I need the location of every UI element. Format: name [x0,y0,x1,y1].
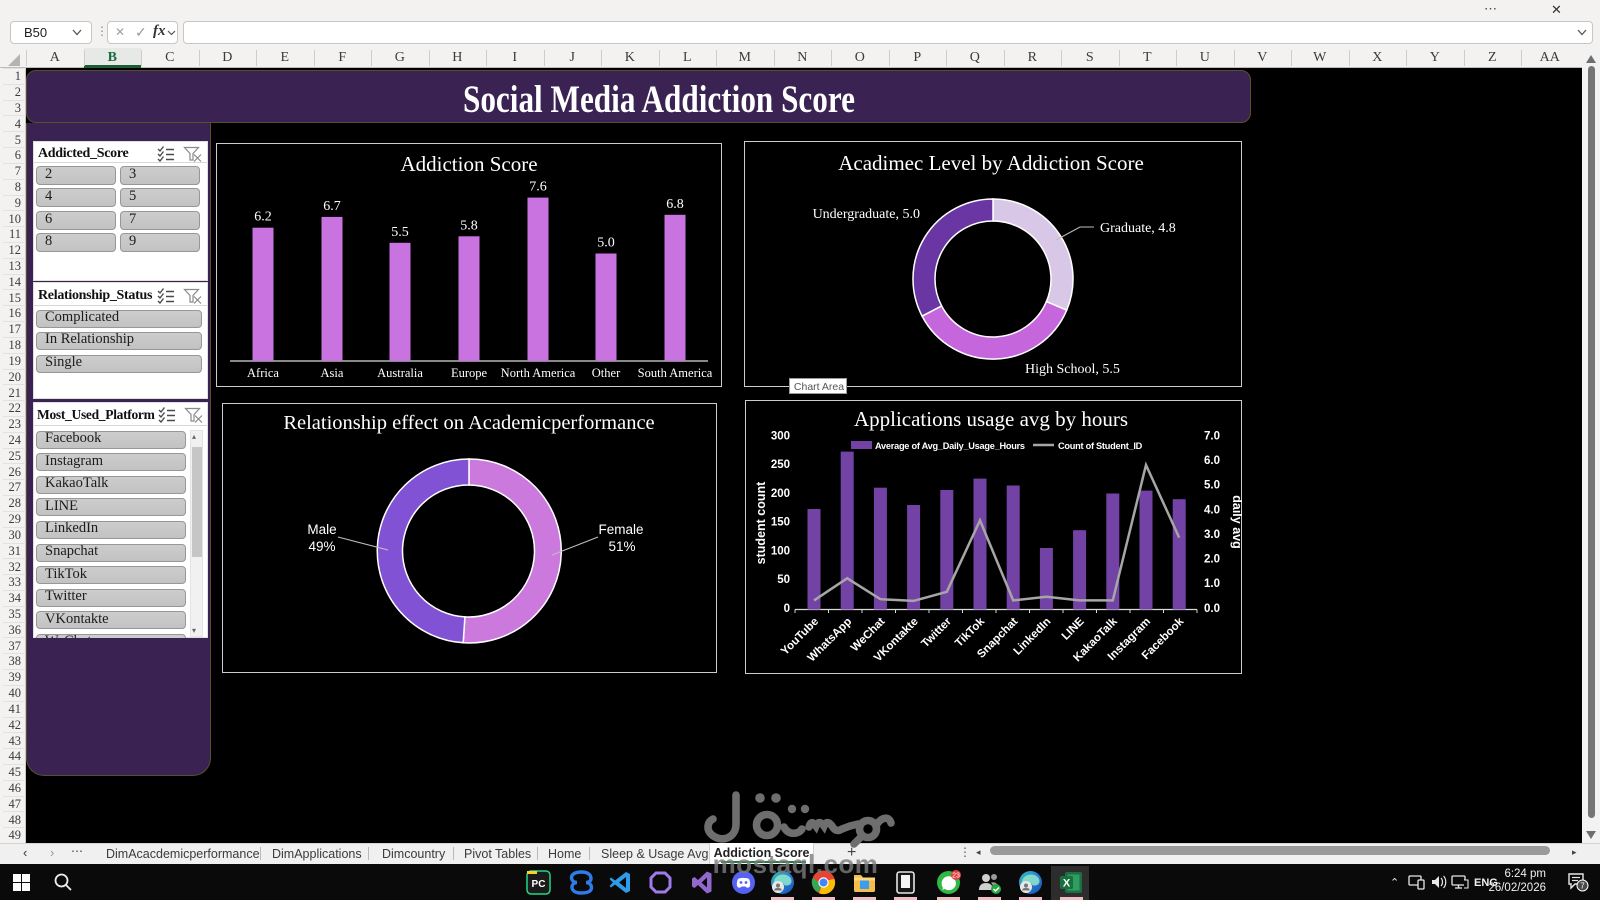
svg-text:Acadimec Level by Addiction Sc: Acadimec Level by Addiction Score [838,151,1144,175]
svg-text:Applications usage avg by hour: Applications usage avg by hours [854,407,1128,431]
svg-text:2.0: 2.0 [1204,554,1220,566]
svg-text:7.0: 7.0 [1204,431,1220,443]
svg-text:South America: South America [638,366,713,380]
svg-text:North America: North America [501,366,576,380]
svg-text:Australia: Australia [377,366,423,380]
svg-text:200: 200 [771,488,790,500]
svg-text:100: 100 [771,545,790,557]
svg-text:Male: Male [307,522,336,537]
svg-text:250: 250 [771,459,790,471]
svg-text:23: 23 [952,873,960,880]
svg-text:Africa: Africa [247,366,279,380]
svg-text:student count: student count [754,481,768,564]
svg-text:50: 50 [777,574,790,586]
svg-text:Average of Avg_Daily_Usage_Hou: Average of Avg_Daily_Usage_Hours [875,441,1025,451]
svg-text:Undergraduate, 5.0: Undergraduate, 5.0 [813,207,920,222]
svg-text:150: 150 [771,517,790,529]
svg-text:Graduate, 4.8: Graduate, 4.8 [1100,221,1176,236]
svg-text:7.6: 7.6 [529,180,547,195]
svg-text:High School, 5.5: High School, 5.5 [1025,362,1120,377]
svg-text:6.2: 6.2 [254,210,272,225]
svg-text:5.0: 5.0 [597,236,615,251]
svg-text:Europe: Europe [451,366,488,380]
svg-text:5.8: 5.8 [460,218,478,233]
svg-text:daily avg: daily avg [1230,495,1242,549]
svg-text:1.0: 1.0 [1204,578,1220,590]
svg-text:Asia: Asia [321,366,344,380]
svg-text:51%: 51% [608,539,635,554]
svg-text:300: 300 [771,431,790,443]
svg-text:0: 0 [784,603,790,615]
svg-text:Female: Female [598,522,643,537]
svg-text:Relationship effect on Academi: Relationship effect on Academicperforman… [283,412,654,434]
svg-text:Other: Other [592,366,621,380]
svg-text:49%: 49% [308,539,335,554]
svg-text:6.8: 6.8 [666,197,684,212]
svg-text:5.0: 5.0 [1204,480,1220,492]
svg-text:4.0: 4.0 [1204,504,1220,516]
svg-text:PC: PC [532,879,546,890]
svg-text:7: 7 [1580,882,1585,891]
svg-text:Addiction Score: Addiction Score [400,152,537,176]
svg-text:Count of Student_ID: Count of Student_ID [1058,441,1143,451]
svg-text:6.0: 6.0 [1204,455,1220,467]
svg-text:X: X [1063,878,1071,890]
svg-text:6.7: 6.7 [323,199,341,214]
svg-text:3.0: 3.0 [1204,529,1220,541]
svg-text:5.5: 5.5 [391,225,409,240]
svg-text:0.0: 0.0 [1204,603,1220,615]
